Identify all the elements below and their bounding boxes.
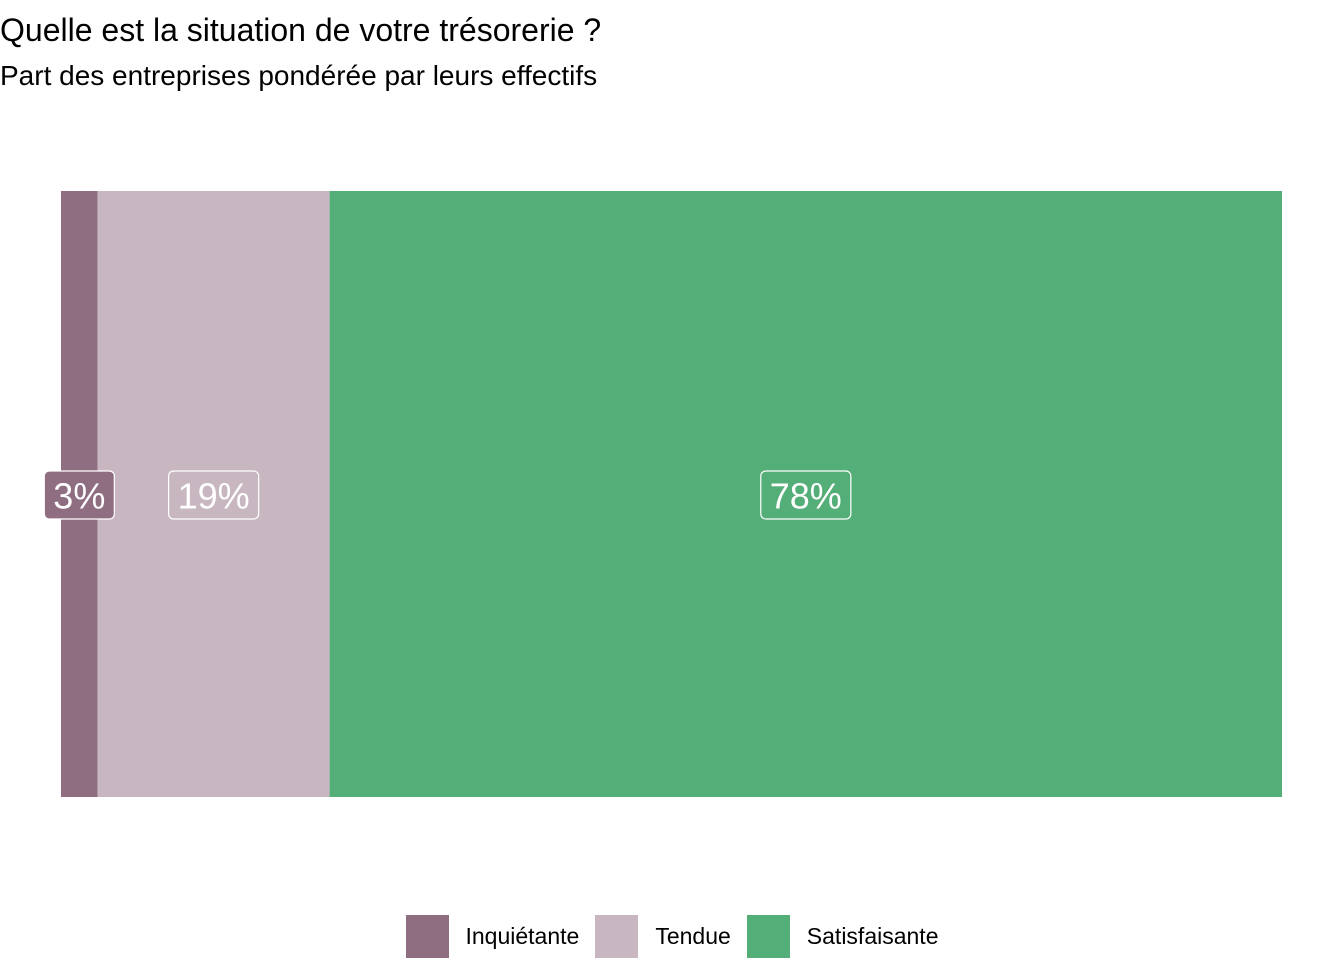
data-label-box-inquietante — [43, 470, 115, 520]
legend-swatch-satisfaisante — [746, 914, 790, 958]
legend: Inquiétante Tendue Satisfaisante — [0, 914, 1344, 958]
data-label-inquietante: 3% — [53, 476, 105, 517]
data-label-group: 3% 19% 78% — [43, 470, 852, 520]
stacked-bar-chart: 3% 19% 78% — [43, 191, 1282, 797]
legend-item-satisfaisante: Satisfaisante — [746, 914, 939, 958]
data-label-tendue: 19% — [178, 476, 250, 517]
legend-swatch-tendue — [595, 914, 639, 958]
legend-label-tendue: Tendue — [655, 922, 731, 949]
data-label-satisfaisante: 78% — [770, 476, 842, 517]
chart-title: Quelle est la situation de votre trésore… — [0, 12, 602, 48]
legend-label-satisfaisante: Satisfaisante — [806, 922, 939, 949]
data-label-box-satisfaisante — [760, 470, 852, 520]
data-label-box-tendue — [167, 470, 260, 520]
chart-subtitle: Part des entreprises pondérée par leurs … — [0, 60, 598, 91]
legend-item-inquietante: Inquiétante — [405, 914, 580, 958]
legend-item-tendue: Tendue — [595, 914, 731, 958]
legend-swatch-inquietante — [405, 914, 449, 958]
legend-label-inquietante: Inquiétante — [465, 922, 580, 949]
